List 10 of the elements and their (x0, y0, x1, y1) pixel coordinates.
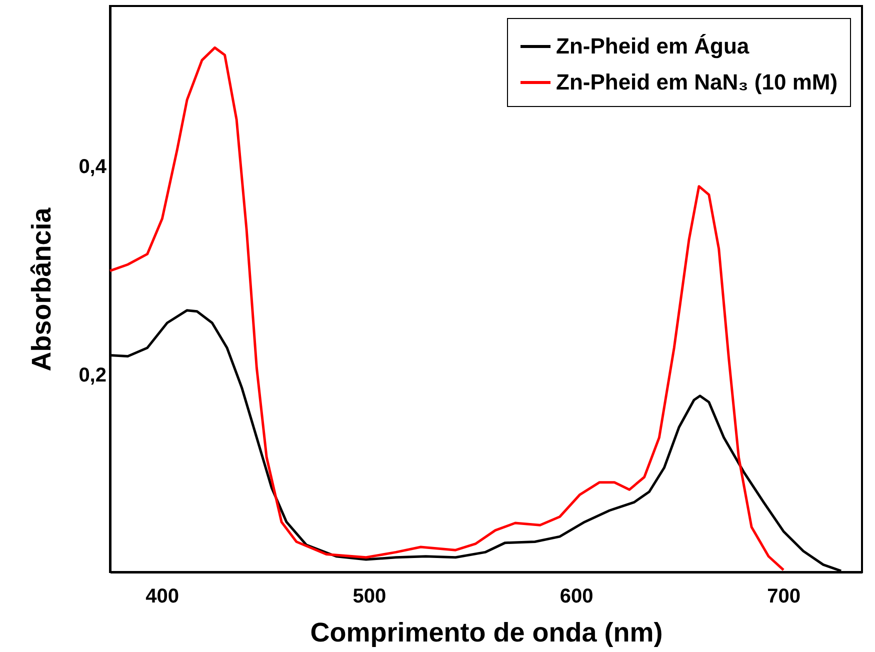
legend-label: Zn-Pheid em NaN₃ (10 mM) (556, 70, 838, 94)
legend-label: Zn-Pheid em Água (556, 34, 750, 58)
y-axis-title: Absorbância (26, 206, 57, 372)
x-tick-label: 700 (767, 586, 800, 608)
x-axis-title: Comprimento de onda (nm) (310, 618, 663, 648)
y-tick-label: 0,2 (78, 364, 106, 386)
y-tick-label: 0,4 (78, 156, 108, 178)
x-tick-label: 400 (146, 586, 179, 608)
x-tick-label: 600 (560, 586, 594, 608)
x-tick-label: 500 (352, 586, 386, 608)
